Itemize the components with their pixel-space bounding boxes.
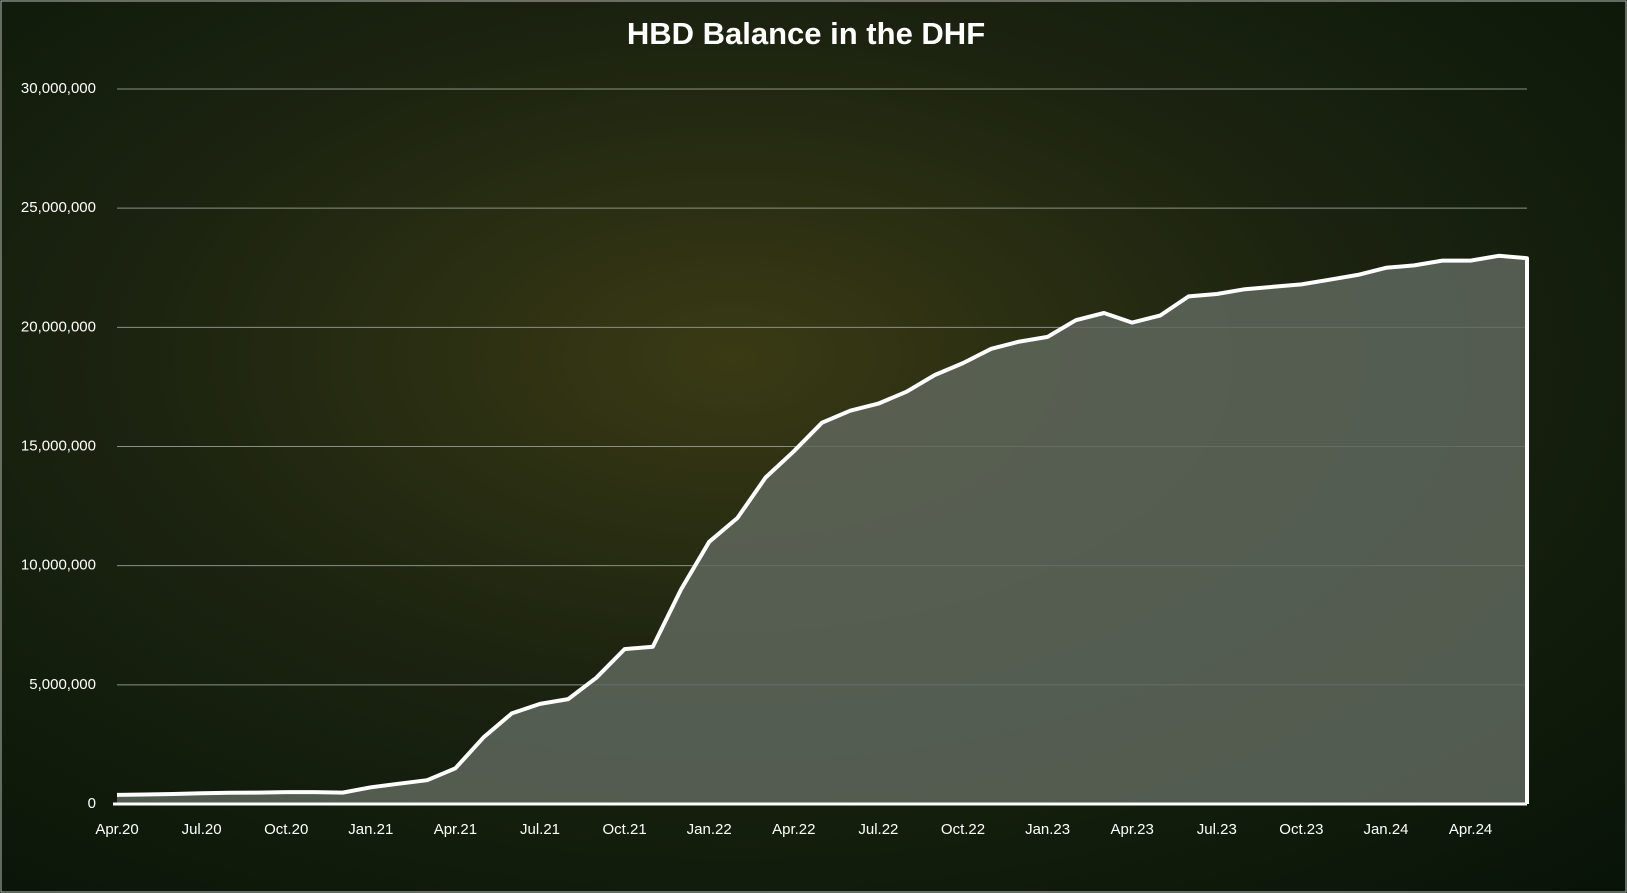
y-tick-label: 5,000,000 <box>29 676 96 693</box>
y-tick-label: 15,000,000 <box>21 437 96 454</box>
x-tick-label: Apr.24 <box>1449 821 1492 838</box>
y-tick-label: 20,000,000 <box>21 318 96 335</box>
y-tick-label: 25,000,000 <box>21 199 96 216</box>
x-tick-label: Jul.23 <box>1197 821 1237 838</box>
x-tick-label: Jan.24 <box>1363 821 1408 838</box>
y-tick-label: 0 <box>88 795 96 812</box>
x-tick-label: Apr.21 <box>434 821 477 838</box>
x-tick-label: Jan.23 <box>1025 821 1070 838</box>
x-tick-label: Apr.23 <box>1111 821 1154 838</box>
y-tick-label: 10,000,000 <box>21 557 96 574</box>
x-tick-label: Jan.22 <box>687 821 732 838</box>
x-tick-label: Jul.21 <box>520 821 560 838</box>
line <box>116 253 1529 804</box>
area <box>117 255 1527 805</box>
x-tick-label: Oct.23 <box>1279 821 1323 838</box>
x-tick-label: Jul.22 <box>858 821 898 838</box>
x-tick-label: Jan.21 <box>348 821 393 838</box>
y-tick-label: 30,000,000 <box>21 80 96 97</box>
x-tick-label: Jul.20 <box>182 821 222 838</box>
x-tick-label: Apr.20 <box>95 821 138 838</box>
x-tick-label: Oct.22 <box>941 821 985 838</box>
x-tick-label: Apr.22 <box>772 821 815 838</box>
x-tick-label: Oct.20 <box>264 821 308 838</box>
x-tick-label: Oct.21 <box>603 821 647 838</box>
chart-title: HBD Balance in the DHF <box>627 16 985 51</box>
